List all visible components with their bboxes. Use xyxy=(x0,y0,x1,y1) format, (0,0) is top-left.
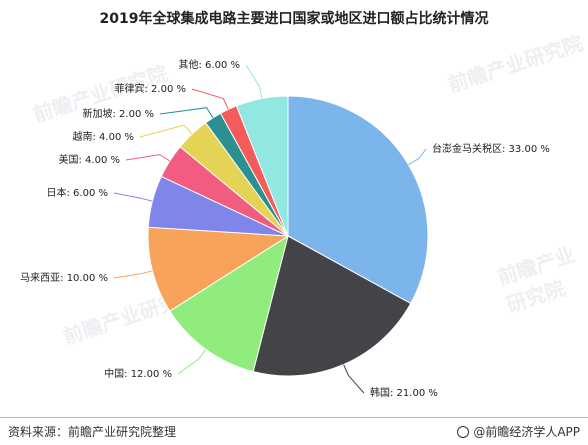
pie-slice-2 xyxy=(252,235,412,377)
leader-line-4 xyxy=(113,270,153,279)
pie-slices xyxy=(147,95,429,377)
leader-line-7 xyxy=(139,124,193,138)
slice-label-7: 越南: 4.00 % xyxy=(73,130,135,143)
slice-label-5: 日本: 6.00 % xyxy=(47,186,109,199)
pie-slice-3 xyxy=(169,234,289,373)
slice-label-9: 菲律宾: 2.00 % xyxy=(115,82,187,95)
leader-line-2 xyxy=(343,364,365,394)
brand-text: @前瞻经济学人APP xyxy=(473,425,580,439)
chart-title: 2019年全球集成电路主要进口国家或地区进口额占比统计情况 xyxy=(99,11,489,27)
slice-label-4: 马来西亚: 10.00 % xyxy=(20,272,108,284)
leader-line-6 xyxy=(125,154,171,162)
pie-slice-4 xyxy=(147,226,290,312)
footer: 资料来源：前瞻产业研究院整理 @前瞻经济学人APP xyxy=(0,417,588,445)
leader-line-1 xyxy=(408,148,427,166)
slice-label-2: 韩国: 21.00 % xyxy=(370,386,438,399)
brand: @前瞻经济学人APP xyxy=(457,423,580,440)
brand-logo-icon xyxy=(457,426,470,438)
slice-labels: 台澎金马关税区: 33.00 % 韩国: 21.00 % 中国: 12.00 % 马来… xyxy=(20,58,550,399)
source-text: 资料来源：前瞻产业研究院整理 xyxy=(8,425,177,439)
leader-line-5 xyxy=(113,192,153,202)
leader-line-8 xyxy=(159,107,214,119)
leader-lines xyxy=(113,64,427,394)
slice-label-10: 其他: 6.00 % xyxy=(179,58,241,71)
leader-line-9 xyxy=(191,88,229,110)
slice-label-3: 中国: 12.00 % xyxy=(104,367,172,380)
leader-line-3 xyxy=(177,349,207,375)
pie-slice-1 xyxy=(287,95,429,305)
slice-label-8: 新加坡: 2.00 % xyxy=(83,107,155,120)
slice-label-1: 台澎金马关税区: 33.00 % xyxy=(432,142,550,155)
leader-line-10 xyxy=(245,64,263,99)
slice-label-6: 美国: 4.00 % xyxy=(59,153,121,166)
